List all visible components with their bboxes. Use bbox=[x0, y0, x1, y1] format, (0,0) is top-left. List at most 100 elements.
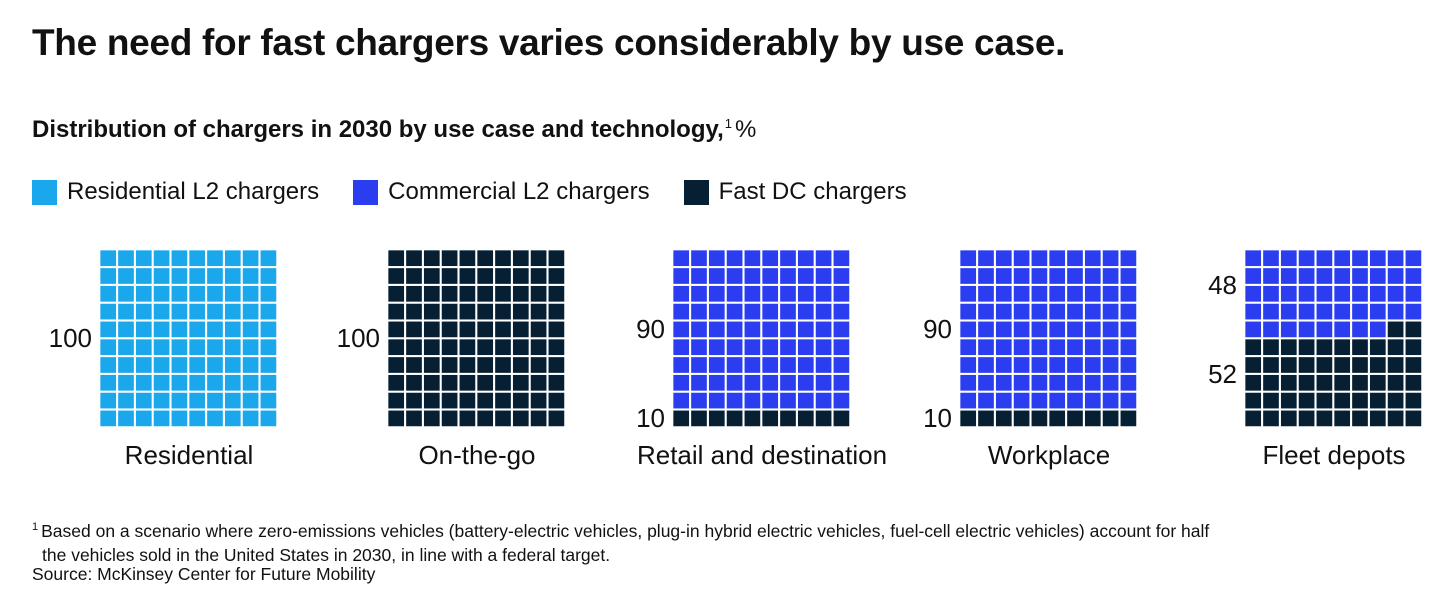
waffle-cell bbox=[691, 285, 707, 302]
waffle-cell bbox=[833, 357, 850, 373]
waffle-cell bbox=[1405, 374, 1422, 391]
waffle-cell bbox=[459, 250, 476, 267]
waffle-cell bbox=[1263, 321, 1279, 338]
waffle-cell bbox=[1102, 374, 1119, 391]
waffle-cell bbox=[406, 268, 422, 284]
waffle-cell bbox=[207, 392, 223, 409]
source-note: Source: McKinsey Center for Future Mobil… bbox=[32, 564, 376, 584]
waffle-cell bbox=[1067, 268, 1083, 284]
waffle-cell bbox=[459, 410, 476, 427]
waffle-cell bbox=[815, 250, 832, 267]
waffle-grid-retail-and-destination bbox=[673, 250, 850, 427]
waffle-cell bbox=[459, 303, 476, 320]
waffle-cell bbox=[548, 392, 565, 409]
waffle-cell bbox=[153, 339, 170, 356]
waffle-cell bbox=[1263, 303, 1279, 320]
waffle-cell bbox=[495, 357, 511, 373]
waffle-cell bbox=[1387, 321, 1404, 338]
waffle-cell bbox=[673, 285, 690, 302]
waffle-cell bbox=[1298, 339, 1315, 356]
waffle-cell bbox=[153, 392, 170, 409]
waffle-cell bbox=[1049, 285, 1066, 302]
waffle-cell bbox=[726, 357, 743, 373]
waffle-cell bbox=[673, 374, 690, 391]
legend-label-commercial: Commercial L2 chargers bbox=[388, 178, 650, 205]
waffle-cell bbox=[1245, 268, 1262, 284]
waffle-cell bbox=[797, 339, 814, 356]
waffle-cell bbox=[1031, 250, 1048, 267]
subtitle-text: Distribution of chargers in 2030 by use … bbox=[32, 116, 724, 143]
waffle-cell bbox=[530, 339, 547, 356]
waffle-cell bbox=[1084, 357, 1101, 373]
waffle-cell bbox=[530, 392, 547, 409]
waffle-cell bbox=[797, 250, 814, 267]
waffle-cell bbox=[153, 303, 170, 320]
waffle-cell bbox=[744, 285, 761, 302]
waffle-cell bbox=[673, 321, 690, 338]
footnote: 1 Based on a scenario where zero-emission… bbox=[32, 515, 1432, 567]
waffle-cell bbox=[189, 392, 206, 409]
waffle-cell bbox=[780, 374, 796, 391]
waffle-cell bbox=[135, 392, 152, 409]
waffle-cell bbox=[242, 321, 259, 338]
waffle-cell bbox=[1245, 339, 1262, 356]
waffle-cell bbox=[153, 321, 170, 338]
legend-swatch-residential bbox=[32, 179, 57, 205]
waffle-cell bbox=[548, 303, 565, 320]
waffle-cell bbox=[673, 339, 690, 356]
waffle-cell bbox=[477, 374, 494, 391]
waffle-cell bbox=[1031, 392, 1048, 409]
waffle-cell bbox=[260, 410, 277, 427]
waffle-cell bbox=[995, 410, 1012, 427]
waffle-cell bbox=[1387, 392, 1404, 409]
legend-item-commercial: Commercial L2 chargers bbox=[353, 178, 650, 206]
waffle-cell bbox=[548, 374, 565, 391]
waffle-cell bbox=[406, 392, 422, 409]
waffle-cell bbox=[1263, 250, 1279, 267]
waffle-cell bbox=[1031, 268, 1048, 284]
waffle-cell bbox=[744, 303, 761, 320]
waffle-cell bbox=[118, 285, 134, 302]
waffle-cell bbox=[118, 392, 134, 409]
waffle-cell bbox=[708, 374, 725, 391]
waffle-cell bbox=[153, 374, 170, 391]
value-label: 52 bbox=[1208, 358, 1237, 389]
waffle-cell bbox=[530, 250, 547, 267]
waffle-cell bbox=[691, 303, 707, 320]
waffle-cell bbox=[1352, 268, 1368, 284]
waffle-cell bbox=[100, 250, 117, 267]
waffle-cell bbox=[1049, 268, 1066, 284]
waffle-cell bbox=[189, 250, 206, 267]
waffle-cell bbox=[1084, 250, 1101, 267]
waffle-cell bbox=[242, 374, 259, 391]
waffle-cell bbox=[512, 357, 529, 373]
waffle-cell bbox=[406, 357, 422, 373]
waffle-panel-residential: 100 Residential bbox=[49, 250, 360, 480]
waffle-cell bbox=[744, 321, 761, 338]
waffle-cell bbox=[171, 321, 188, 338]
waffle-cell bbox=[1316, 268, 1333, 284]
waffle-cell bbox=[708, 321, 725, 338]
waffle-cell bbox=[1298, 285, 1315, 302]
waffle-cell bbox=[153, 268, 170, 284]
waffle-cell bbox=[1013, 321, 1030, 338]
waffle-cell bbox=[1334, 285, 1351, 302]
waffle-cell bbox=[995, 303, 1012, 320]
waffle-cell bbox=[1263, 392, 1279, 409]
legend-label-residential: Residential L2 chargers bbox=[67, 178, 320, 205]
waffle-cell bbox=[1280, 374, 1297, 391]
waffle-cell bbox=[477, 410, 494, 427]
waffle-cell bbox=[548, 321, 565, 338]
waffle-cell bbox=[833, 268, 850, 284]
waffle-cell bbox=[1067, 357, 1083, 373]
waffle-cell bbox=[441, 339, 458, 356]
waffle-cell bbox=[978, 321, 994, 338]
waffle-cell bbox=[224, 303, 241, 320]
waffle-cell bbox=[388, 357, 405, 373]
waffle-cell bbox=[995, 374, 1012, 391]
waffle-cell bbox=[1369, 410, 1386, 427]
waffle-cell bbox=[1049, 374, 1066, 391]
waffle-cell bbox=[224, 357, 241, 373]
waffle-cell bbox=[530, 374, 547, 391]
waffle-cell bbox=[1387, 268, 1404, 284]
